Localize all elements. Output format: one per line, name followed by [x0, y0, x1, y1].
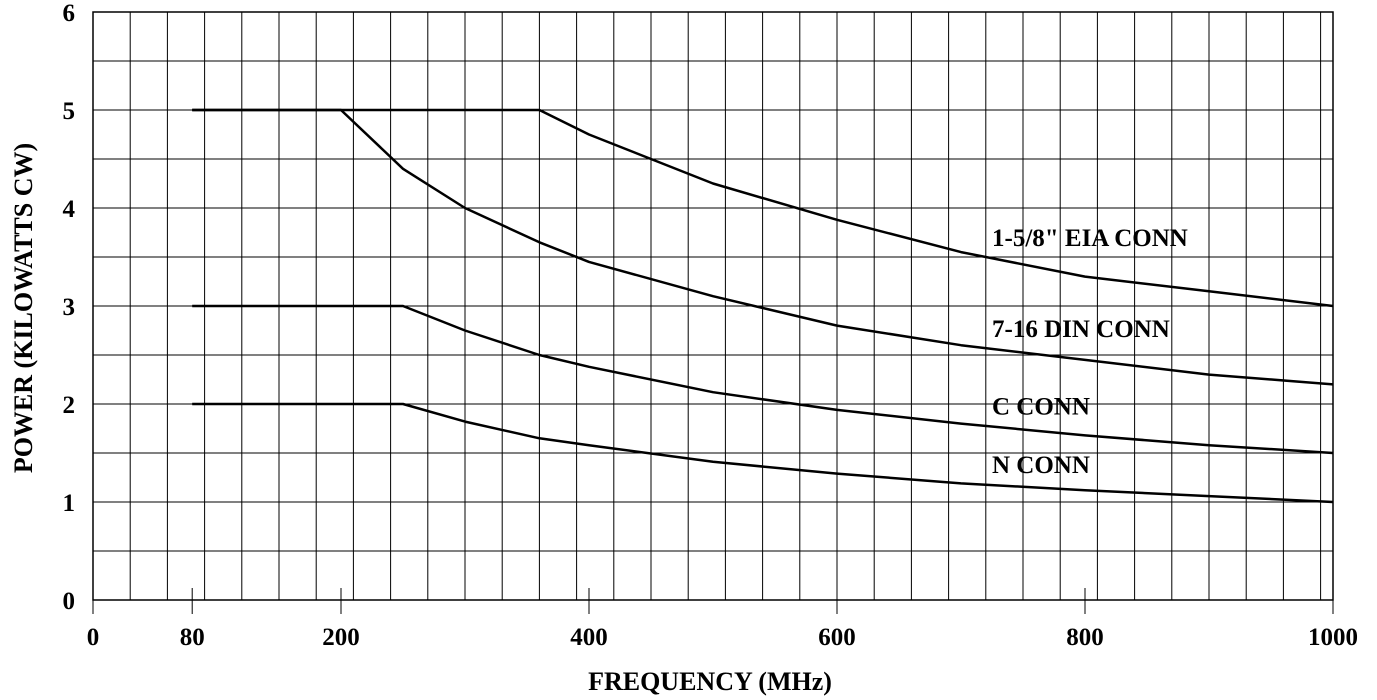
- series-labels: 1-5/8" EIA CONN 7-16 DIN CONN C CONN N CONN: [992, 225, 1188, 479]
- x-axis-title: FREQUENCY (MHz): [588, 667, 832, 696]
- series-label-2: C CONN: [992, 394, 1090, 421]
- series-line-3: [192, 402, 1334, 504]
- x-tick-label: 80: [180, 624, 205, 651]
- y-axis-ticks: 0 1 2 3 4 5 6: [63, 0, 76, 615]
- series-lines: [192, 108, 1334, 504]
- series-label-3: N CONN: [992, 452, 1090, 479]
- y-tick-label: 1: [63, 490, 76, 517]
- y-tick-label: 3: [63, 294, 76, 321]
- x-tick-label: 800: [1066, 624, 1104, 651]
- x-tick-label: 0: [87, 624, 100, 651]
- x-axis-ticks: 0 80 200 400 600 800 1000: [87, 588, 1358, 651]
- x-tick-label: 200: [322, 624, 360, 651]
- y-tick-label: 0: [63, 588, 76, 615]
- x-tick-label: 600: [818, 624, 856, 651]
- series-line-2: [192, 304, 1334, 455]
- series-line-1: [192, 108, 1334, 386]
- series-label-0: 1-5/8" EIA CONN: [992, 225, 1188, 252]
- y-axis-title: POWER (KILOWATTS CW): [9, 143, 38, 473]
- series-label-1: 7-16 DIN CONN: [992, 316, 1170, 343]
- series-line-0: [192, 108, 1334, 308]
- y-tick-label: 5: [63, 98, 76, 125]
- x-tick-label: 400: [570, 624, 608, 651]
- y-tick-label: 4: [63, 196, 76, 223]
- x-tick-label: 1000: [1308, 624, 1358, 651]
- y-tick-label: 6: [63, 0, 76, 27]
- y-tick-label: 2: [63, 392, 76, 419]
